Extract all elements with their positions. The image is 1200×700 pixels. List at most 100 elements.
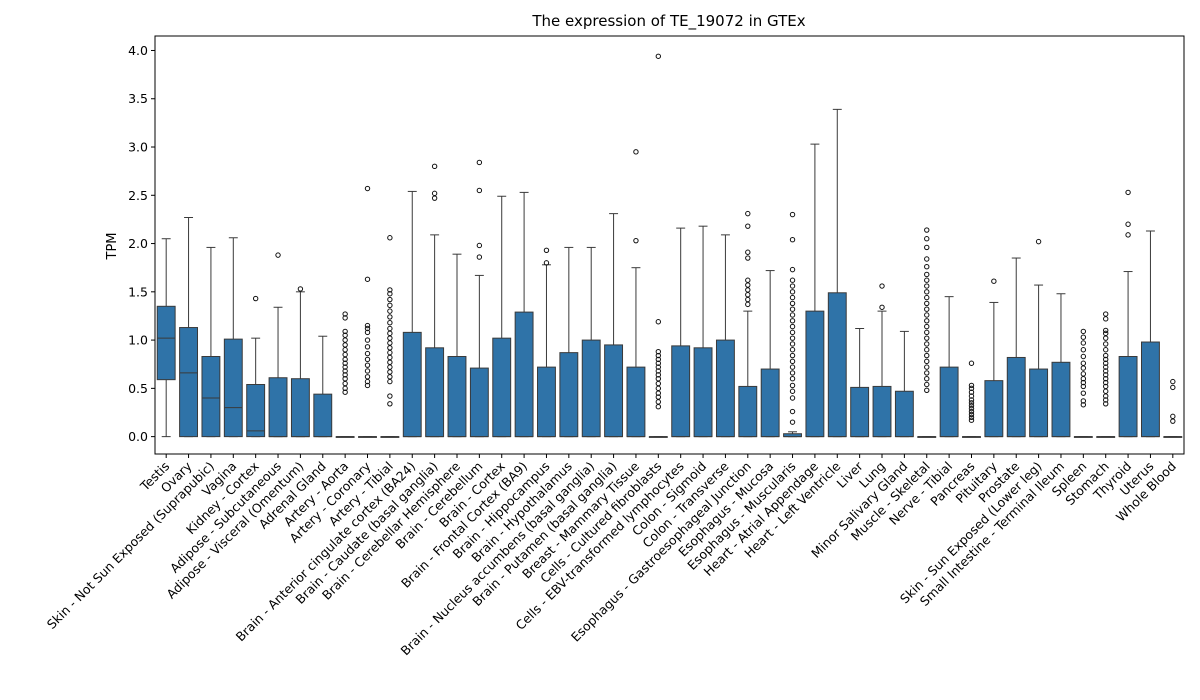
outlier-point <box>745 292 751 298</box>
outlier-point <box>924 376 930 382</box>
box-group <box>894 330 914 438</box>
outlier-point <box>968 382 975 389</box>
outlier-point <box>655 385 662 392</box>
outlier-point <box>789 408 796 415</box>
outlier-point <box>789 382 796 389</box>
outlier-point <box>364 362 371 368</box>
outlier-point <box>1103 311 1109 317</box>
outlier-point <box>364 356 371 363</box>
outlier-point <box>789 335 796 341</box>
outlier-point <box>789 419 796 425</box>
box-group <box>469 159 489 438</box>
outlier-point <box>924 358 930 365</box>
box-group <box>872 283 892 438</box>
outlier-point <box>1103 372 1109 378</box>
outlier-point <box>387 320 393 326</box>
box-group <box>290 286 310 438</box>
outlier-point <box>1080 328 1087 335</box>
outlier-point <box>789 358 796 365</box>
outlier-point <box>924 227 930 233</box>
outlier-point <box>1103 364 1109 370</box>
outlier-point <box>1080 365 1087 371</box>
box-group <box>581 246 601 438</box>
outlier-point <box>342 360 348 366</box>
box-group <box>626 149 646 438</box>
box-group <box>604 213 624 438</box>
box-series <box>156 53 1183 438</box>
outlier-point <box>1080 402 1087 408</box>
outlier-point <box>431 195 438 201</box>
box-iqr <box>268 377 288 438</box>
box-iqr <box>827 292 847 438</box>
outlier-point <box>789 370 796 376</box>
outlier-point <box>387 359 393 365</box>
y-tick-label: 1.0 <box>128 333 148 348</box>
outlier-point <box>655 403 662 410</box>
box-group <box>1096 311 1116 438</box>
outlier-point <box>1170 413 1176 420</box>
outlier-point <box>789 300 796 307</box>
box-group <box>335 311 355 438</box>
outlier-point <box>789 376 796 382</box>
chart-title: The expression of TE_19072 in GTEx <box>531 12 805 31</box>
outlier-point <box>924 312 930 318</box>
outlier-point <box>789 236 796 243</box>
outlier-point <box>968 411 975 418</box>
outlier-point <box>745 282 751 288</box>
y-tick-label: 0.0 <box>128 429 148 444</box>
box-iqr <box>850 386 870 438</box>
box-iqr <box>223 338 243 438</box>
outlier-point <box>1080 347 1087 353</box>
outlier-point <box>387 374 393 380</box>
outlier-point <box>342 380 348 387</box>
outlier-point <box>655 376 662 382</box>
outlier-point <box>1080 383 1087 390</box>
outlier-point <box>745 223 751 229</box>
box-iqr <box>693 347 713 438</box>
outlier-point <box>387 287 393 293</box>
outlier-point <box>745 287 751 293</box>
outlier-point <box>342 351 348 358</box>
outlier-point <box>364 368 371 374</box>
outlier-point <box>364 344 371 350</box>
outlier-point <box>387 330 393 337</box>
outlier-point <box>387 378 393 385</box>
outlier-point <box>476 159 483 166</box>
outlier-point <box>387 369 393 375</box>
outlier-point <box>1080 360 1087 366</box>
outlier-point <box>342 347 348 353</box>
outlier-point <box>789 294 796 301</box>
y-tick-label: 4.0 <box>128 43 148 58</box>
outlier-point <box>655 368 662 374</box>
outlier-point <box>1125 189 1131 196</box>
box-iqr <box>537 366 556 438</box>
outlier-point <box>431 163 438 170</box>
box-group <box>492 195 512 438</box>
outlier-point <box>968 408 975 415</box>
box-group <box>805 143 825 438</box>
outlier-point <box>924 329 930 336</box>
box-group <box>1163 378 1183 438</box>
outlier-point <box>879 283 885 289</box>
outlier-point <box>387 335 393 341</box>
outlier-point <box>968 385 975 392</box>
outlier-point <box>789 323 796 330</box>
box-group <box>671 227 691 438</box>
outlier-point <box>342 342 348 348</box>
box-iqr <box>246 383 266 438</box>
outlier-point <box>745 296 751 303</box>
outlier-point <box>275 252 281 258</box>
outlier-point <box>745 301 751 308</box>
outlier-point <box>342 368 348 374</box>
outlier-point <box>1080 390 1087 396</box>
box-iqr <box>738 385 758 438</box>
box-iqr <box>604 344 624 438</box>
box-group <box>984 278 1004 438</box>
outlier-point <box>1080 353 1087 360</box>
y-tick-label: 3.5 <box>128 91 148 106</box>
box-group <box>246 295 266 438</box>
outlier-point <box>789 388 796 394</box>
outlier-point <box>1170 378 1176 385</box>
outlier-point <box>789 395 796 401</box>
box-iqr <box>313 393 333 438</box>
